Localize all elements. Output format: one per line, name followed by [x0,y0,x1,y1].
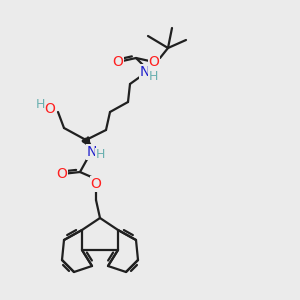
Text: O: O [57,167,68,181]
Text: H: H [95,148,105,161]
Text: O: O [45,102,56,116]
Text: O: O [112,55,123,69]
Text: O: O [91,177,101,191]
Text: N: N [87,145,97,159]
Text: O: O [148,55,159,69]
Text: H: H [35,98,45,110]
Text: H: H [148,70,158,83]
Text: N: N [140,65,150,79]
